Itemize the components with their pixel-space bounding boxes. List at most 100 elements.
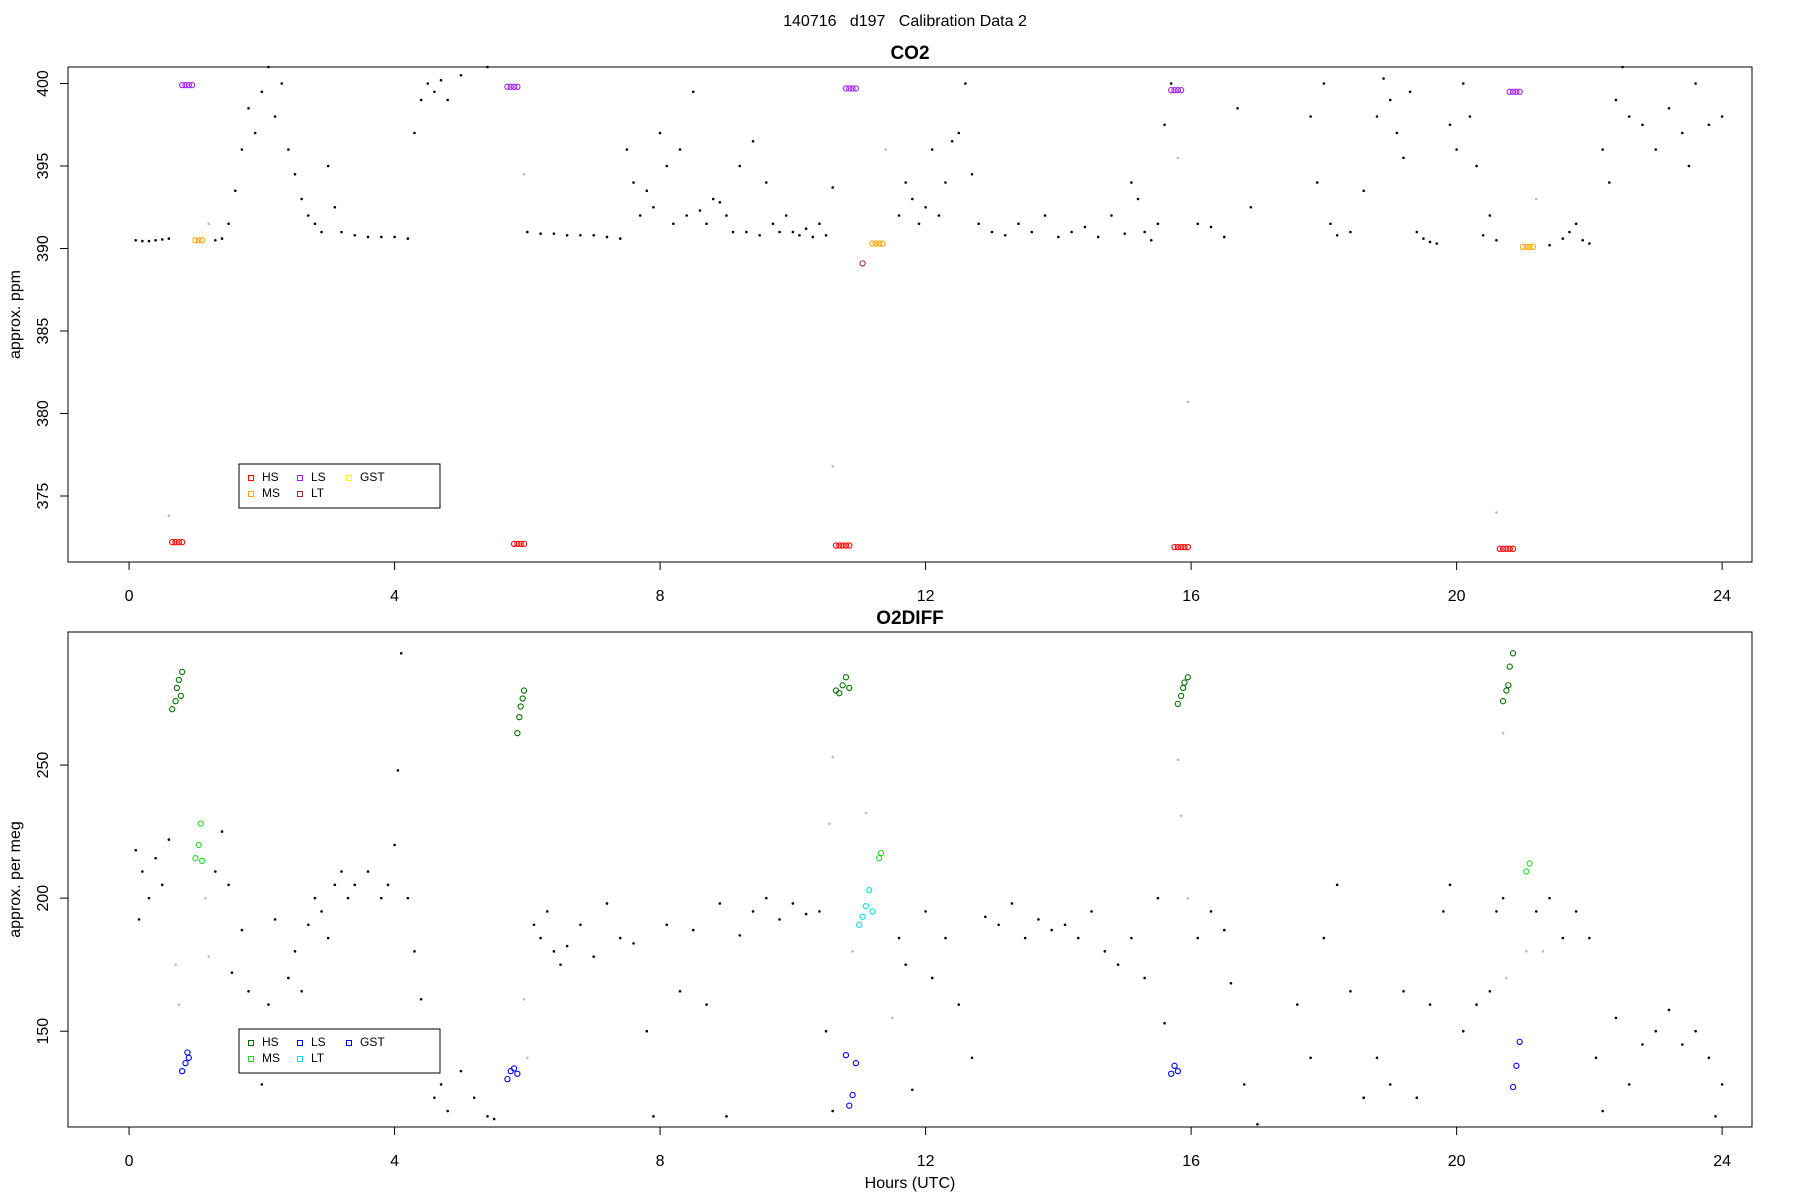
calibration-point: [514, 540, 521, 547]
data-point: [930, 976, 934, 980]
data-point: [1627, 1083, 1631, 1086]
data-point: [678, 148, 682, 151]
data-point: [818, 222, 821, 226]
data-point: [1654, 148, 1658, 151]
data-point: [798, 234, 801, 237]
data-point: [220, 237, 224, 240]
data-point: [1402, 156, 1405, 160]
legend: HS MS LS LT GST: [238, 463, 441, 509]
data-point: [522, 997, 526, 1001]
calibration-point: [846, 1102, 853, 1109]
calibration-point: [1171, 1062, 1178, 1069]
data-point: [1362, 1096, 1365, 1100]
x-tick-label: 20: [1448, 1153, 1466, 1170]
calibration-point: [1526, 243, 1533, 250]
calibration-point: [182, 82, 189, 89]
legend-label: LT: [311, 486, 325, 500]
data-point: [1322, 82, 1326, 85]
data-point: [1501, 896, 1505, 900]
data-point: [486, 1115, 489, 1118]
data-point: [1242, 1083, 1246, 1086]
x-tick-label: 12: [917, 588, 935, 605]
data-point: [1442, 910, 1445, 913]
data-point: [964, 82, 967, 85]
data-point: [1428, 240, 1432, 244]
data-point: [1422, 237, 1425, 240]
data-point: [1408, 90, 1412, 94]
data-point: [638, 214, 642, 217]
legend-marker: [248, 1040, 254, 1046]
calibration-point: [1499, 545, 1507, 552]
data-point: [771, 222, 775, 226]
data-point: [300, 989, 303, 993]
calibration-point: [1174, 86, 1181, 94]
data-point: [1501, 731, 1505, 735]
data-point: [665, 164, 669, 168]
data-point: [1588, 242, 1591, 245]
legend-marker: [297, 1040, 303, 1046]
data-point: [1186, 896, 1190, 900]
data-point: [672, 222, 675, 226]
data-point: [1488, 214, 1492, 217]
legend-label: MS: [262, 486, 280, 500]
calibration-point: [846, 542, 853, 549]
data-point: [320, 230, 323, 234]
data-point: [1296, 1003, 1299, 1006]
panel: CO2 approx. ppm 0 4 8 12 16 20 24 375 380 385 390 395…: [7, 43, 1753, 605]
calibration-point: [514, 729, 521, 737]
calibration-point: [1168, 86, 1175, 94]
data-point: [705, 222, 708, 226]
data-point: [824, 234, 828, 237]
calibration-point: [869, 908, 876, 915]
data-point: [154, 238, 157, 242]
legend-label: MS: [262, 1051, 280, 1065]
data-point: [1475, 164, 1478, 168]
data-point: [1130, 181, 1133, 184]
data-point: [990, 230, 994, 234]
data-point: [340, 230, 343, 234]
data-point: [1037, 918, 1040, 921]
x-tick-label: 16: [1182, 588, 1200, 605]
x-tick-label: 8: [656, 588, 665, 605]
data-point: [831, 186, 834, 189]
data-point: [1481, 234, 1485, 237]
data-point: [1388, 1083, 1392, 1086]
y-tick-label: 150: [35, 1018, 52, 1045]
data-point: [1083, 225, 1087, 229]
calibration-point: [1184, 674, 1191, 681]
data-point: [691, 928, 695, 932]
y-tick-label: 395: [35, 153, 52, 180]
data-point: [1222, 928, 1226, 932]
x-tick-label: 24: [1713, 1153, 1731, 1170]
data-point: [1505, 976, 1508, 980]
data-point: [1256, 1123, 1259, 1126]
calibration-point: [179, 668, 186, 676]
data-point: [459, 73, 463, 77]
data-point: [864, 811, 868, 815]
data-point: [1415, 1096, 1419, 1100]
legend-label: LS: [311, 470, 326, 484]
calibration-point: [1509, 545, 1517, 552]
data-point: [293, 172, 297, 176]
data-point: [1495, 910, 1498, 913]
data-point: [230, 971, 234, 974]
legend-box: [238, 463, 441, 509]
data-point: [406, 237, 410, 240]
calibration-point: [192, 237, 199, 244]
data-point: [592, 955, 596, 958]
data-point: [233, 189, 237, 193]
calibration-point: [510, 1065, 518, 1072]
data-point: [287, 976, 290, 980]
data-point: [764, 181, 768, 184]
data-point: [579, 234, 582, 237]
data-point: [579, 923, 582, 927]
calibration-point: [1171, 86, 1178, 94]
calibration-point: [1526, 860, 1533, 867]
data-point: [1309, 115, 1312, 118]
data-point: [240, 148, 244, 151]
data-point: [1455, 148, 1458, 151]
data-point: [778, 918, 781, 921]
data-point: [1495, 511, 1498, 514]
data-point: [267, 1003, 270, 1006]
panel-title: O2DIFF: [876, 608, 944, 629]
